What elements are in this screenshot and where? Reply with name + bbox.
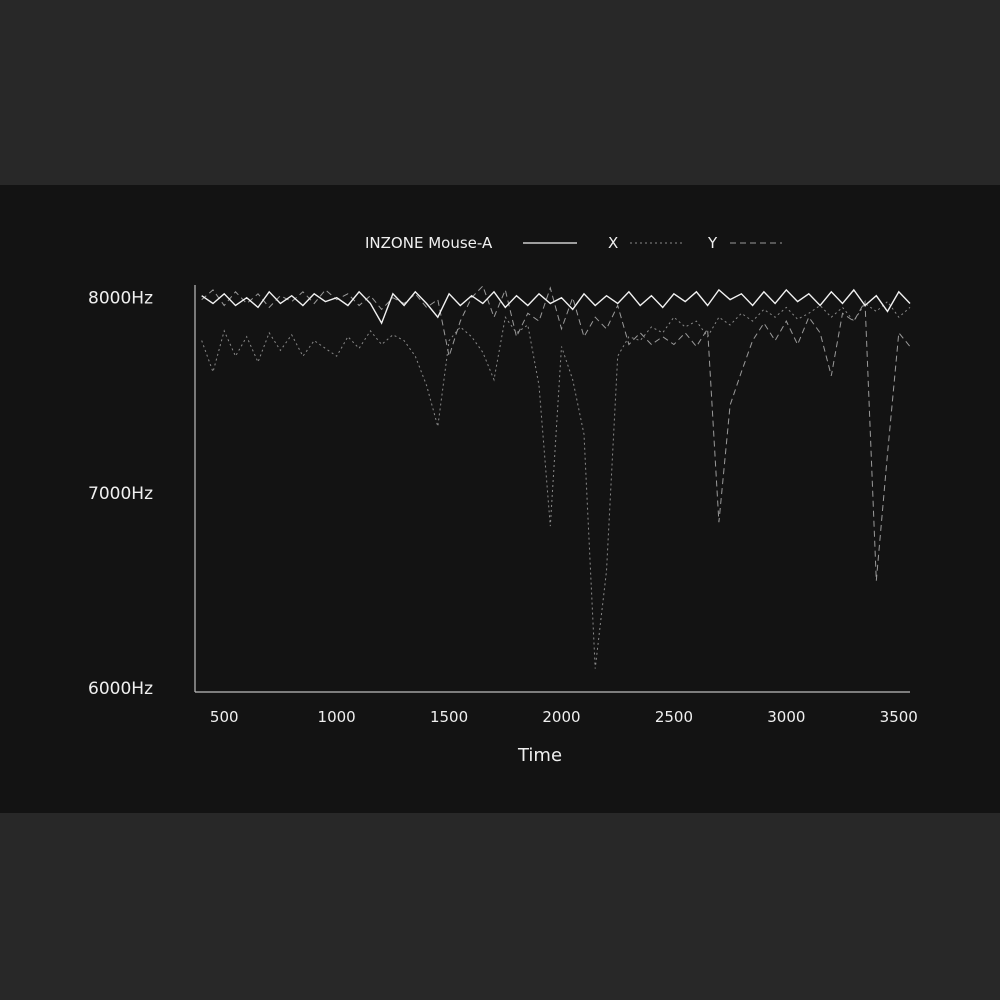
legend-label-y: Y <box>707 234 718 252</box>
x-tick-label: 3000 <box>767 708 805 726</box>
y-tick-label: 7000Hz <box>88 484 153 504</box>
x-tick-label: 3500 <box>880 708 918 726</box>
series-line-y <box>201 285 911 581</box>
legend: INZONE Mouse-A X Y <box>365 234 782 252</box>
y-tick-label: 8000Hz <box>88 289 153 309</box>
x-tick-label: 2500 <box>655 708 693 726</box>
x-tick-label: 500 <box>210 708 239 726</box>
series-line-inzone-mouse-a <box>201 288 911 325</box>
x-tick-label: 1000 <box>318 708 356 726</box>
chart-panel <box>0 185 1000 813</box>
y-tick-label: 6000Hz <box>88 679 153 699</box>
x-axis-title: Time <box>517 745 562 766</box>
series-line-x <box>201 300 911 669</box>
x-tick-label: 1500 <box>430 708 468 726</box>
x-tick-label: 2000 <box>542 708 580 726</box>
legend-label-x: X <box>608 234 618 252</box>
legend-label-inzone: INZONE Mouse-A <box>365 234 493 252</box>
